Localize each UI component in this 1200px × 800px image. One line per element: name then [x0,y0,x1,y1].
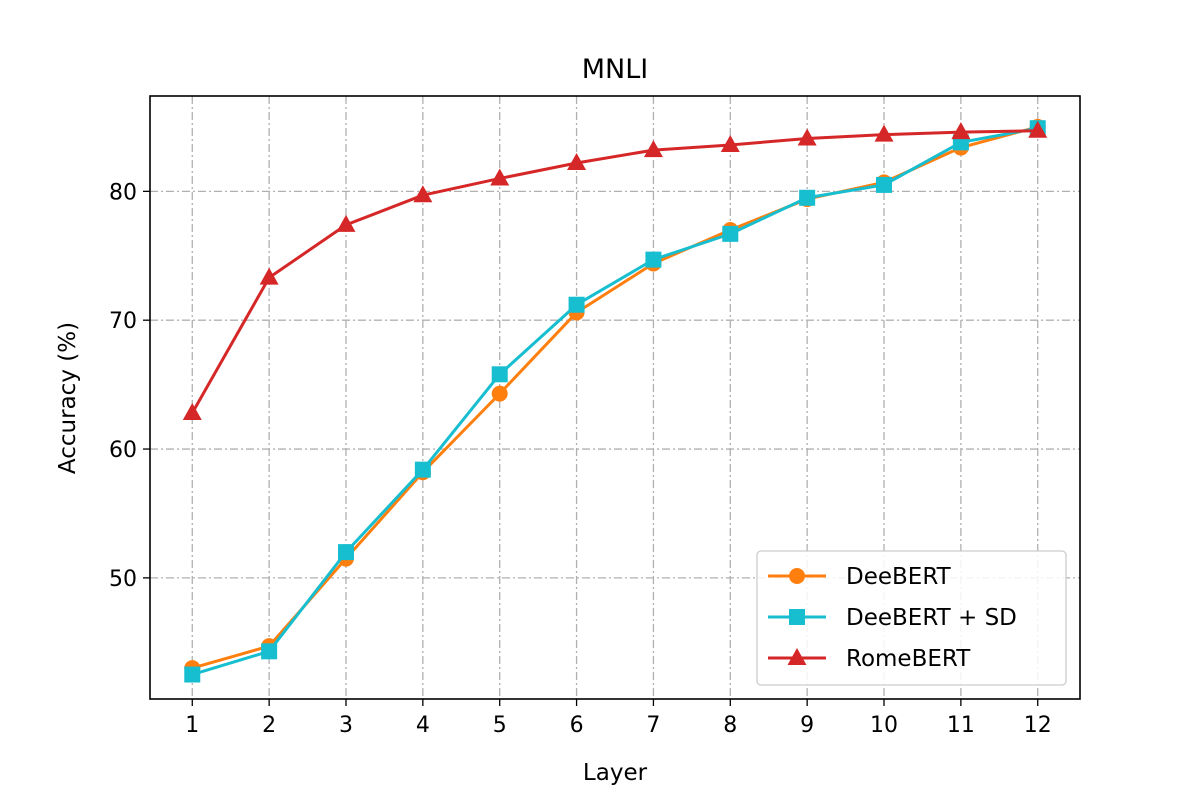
data-point [413,185,433,203]
x-tick-label: 5 [493,713,507,738]
legend-marker [787,648,807,665]
legend-marker [789,609,805,625]
data-point [491,385,508,402]
data-point [261,643,278,660]
x-tick-label: 2 [262,713,276,738]
series-line [191,126,1038,676]
data-point [490,168,510,186]
x-tick-label: 12 [1024,713,1052,738]
y-tick-label: 50 [109,567,137,592]
x-axis: 1 2 3 4 5 6 7 8 9 10 11 12 [185,699,1052,738]
legend-label: DeeBERT [846,564,952,590]
x-axis-label: Layer [583,760,648,786]
data-point [184,666,201,683]
series-layer [182,118,1048,683]
y-axis: 50 60 70 80 [109,180,150,592]
data-point [491,366,508,383]
data-point [643,140,663,158]
data-point [645,251,662,268]
x-tick-label: 3 [339,713,353,738]
legend: DeeBERT DeeBERT + SD RomeBERT [756,550,1067,686]
series-romebert [182,120,1048,420]
data-point [259,267,279,285]
x-tick-label: 9 [800,713,814,738]
legend-box [756,550,1067,686]
legend-label: DeeBERT + SD [846,605,1017,631]
x-tick-label: 6 [570,713,584,738]
x-tick-label: 10 [870,713,898,738]
data-point [414,461,431,478]
data-point [876,176,893,193]
data-point [951,122,971,140]
series-line [190,129,1038,414]
y-axis-label: Accuracy (%) [55,322,81,474]
data-point [182,402,202,420]
data-point [797,128,817,146]
data-point [1028,120,1048,138]
data-point [336,214,356,232]
data-point [720,134,740,152]
legend-entry-romebert: RomeBERT [768,646,971,672]
data-point [568,296,585,313]
data-point [799,189,816,206]
data-point [567,153,587,170]
x-tick-label: 1 [185,713,199,738]
x-tick-label: 4 [416,713,430,738]
chart-title: MNLI [582,54,649,85]
legend-entry-deebert-sd: DeeBERT + SD [768,605,1017,631]
x-tick-label: 8 [723,713,737,738]
legend-entry-deebert: DeeBERT [768,564,952,590]
legend-marker [789,568,805,584]
y-tick-label: 60 [109,438,137,463]
data-point [722,225,739,242]
data-point [874,124,894,142]
x-tick-label: 11 [947,713,975,738]
data-point [337,544,354,561]
y-tick-label: 70 [109,309,137,334]
series-deebert-sd [184,120,1046,683]
x-tick-label: 7 [646,713,660,738]
plot-frame [149,95,1081,700]
y-tick-label: 80 [109,180,137,205]
legend-label: RomeBERT [846,646,971,672]
